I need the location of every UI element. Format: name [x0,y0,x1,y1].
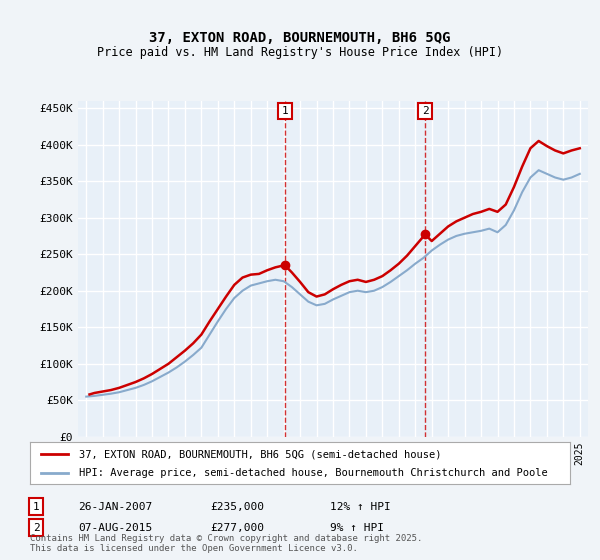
Text: 9% ↑ HPI: 9% ↑ HPI [330,522,384,533]
Text: 07-AUG-2015: 07-AUG-2015 [78,522,152,533]
Text: Contains HM Land Registry data © Crown copyright and database right 2025.
This d: Contains HM Land Registry data © Crown c… [30,534,422,553]
Text: £235,000: £235,000 [210,502,264,512]
Text: 1: 1 [281,106,288,116]
Text: £277,000: £277,000 [210,522,264,533]
Text: 2: 2 [422,106,428,116]
Text: 1: 1 [32,502,40,512]
Text: 26-JAN-2007: 26-JAN-2007 [78,502,152,512]
Text: 2: 2 [32,522,40,533]
Text: 37, EXTON ROAD, BOURNEMOUTH, BH6 5QG: 37, EXTON ROAD, BOURNEMOUTH, BH6 5QG [149,31,451,45]
Text: 12% ↑ HPI: 12% ↑ HPI [330,502,391,512]
Text: Price paid vs. HM Land Registry's House Price Index (HPI): Price paid vs. HM Land Registry's House … [97,46,503,59]
Text: HPI: Average price, semi-detached house, Bournemouth Christchurch and Poole: HPI: Average price, semi-detached house,… [79,468,547,478]
Text: 37, EXTON ROAD, BOURNEMOUTH, BH6 5QG (semi-detached house): 37, EXTON ROAD, BOURNEMOUTH, BH6 5QG (se… [79,449,441,459]
